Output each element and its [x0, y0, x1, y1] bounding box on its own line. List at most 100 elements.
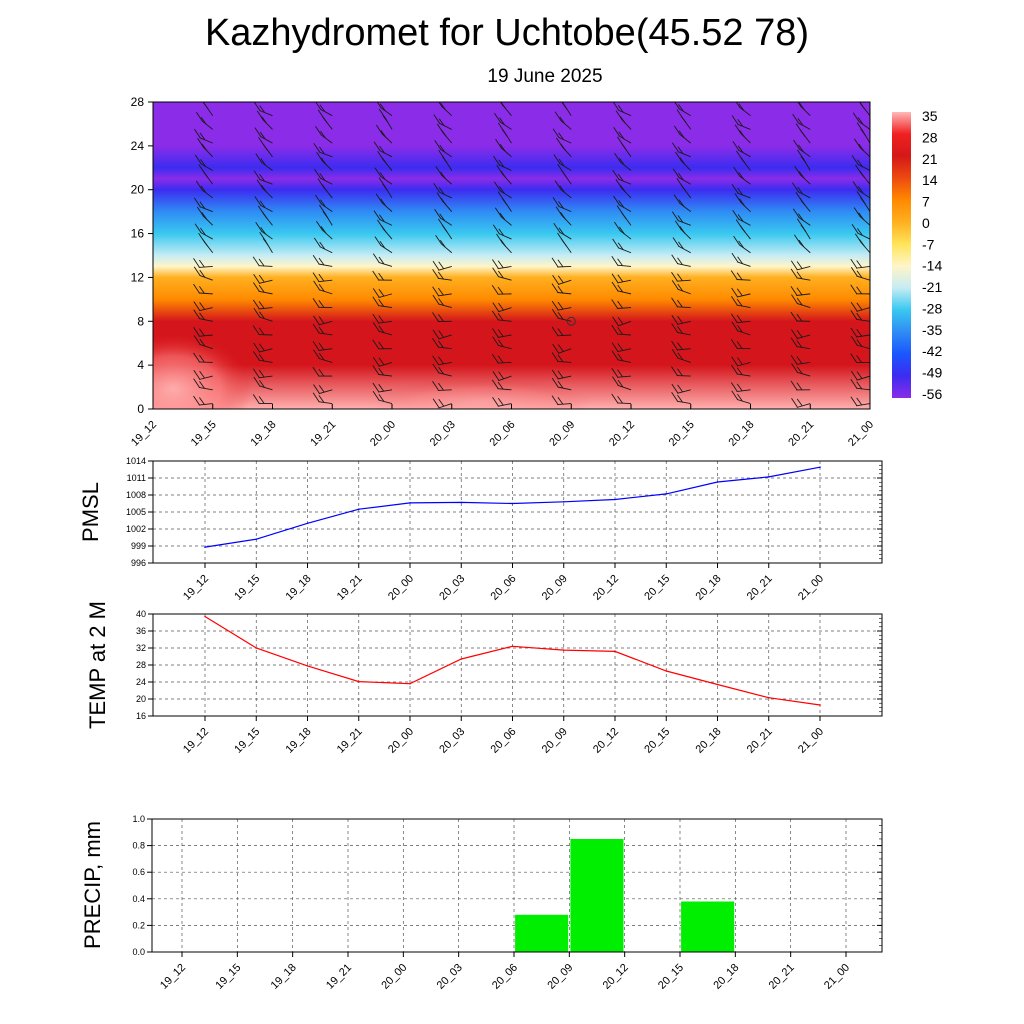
- wind-barb-feather: [554, 180, 562, 190]
- wind-barb-feather: [674, 102, 680, 110]
- wind-barb: [557, 292, 572, 295]
- wind-barb-feather: [860, 197, 866, 205]
- wind-barb: [677, 263, 691, 267]
- wind-barb-feather: [193, 335, 201, 345]
- wind-barb-feather: [433, 114, 441, 124]
- wind-barb-feather: [194, 154, 202, 165]
- wind-barb: [797, 122, 811, 130]
- wind-barb-feather: [260, 158, 267, 166]
- wind-barb-feather: [737, 145, 744, 153]
- wind-barb-feather: [857, 185, 864, 194]
- wind-barb-feather: [856, 339, 863, 347]
- wind-barb-feather: [611, 299, 619, 309]
- wind-barb: [736, 320, 751, 324]
- wind-barb-feather: [732, 209, 740, 220]
- wind-barb-feather: [378, 383, 385, 392]
- wind-barb: [319, 246, 333, 254]
- wind-barb-feather: [790, 354, 798, 365]
- wind-barb: [856, 307, 870, 312]
- wind-barb: [616, 307, 632, 309]
- y-tick-label: 0.4: [132, 894, 145, 904]
- calm-marker: [566, 316, 576, 326]
- wind-barb: [558, 231, 572, 240]
- wind-barb-feather: [199, 328, 205, 337]
- wind-barb-feather: [853, 138, 861, 149]
- wind-barb-feather: [677, 368, 683, 377]
- wind-barb-feather: [551, 326, 559, 336]
- wind-barb-feather: [850, 335, 858, 346]
- wind-barb: [799, 105, 811, 117]
- wind-barb-feather: [261, 116, 267, 124]
- wind-barb-feather: [856, 328, 863, 337]
- wind-barb-feather: [492, 302, 500, 312]
- wind-barb-feather: [796, 271, 803, 279]
- data-point: [768, 476, 770, 478]
- wind-barb: [321, 229, 333, 240]
- wind-barb-feather: [493, 155, 500, 166]
- wind-barb-feather: [435, 166, 443, 176]
- wind-barb-feather: [312, 254, 320, 265]
- wind-barb: [200, 163, 213, 171]
- wind-barb: [153, 266, 154, 267]
- wind-barb: [856, 318, 870, 322]
- wind-barb-feather: [680, 183, 687, 192]
- wind-barb-feather: [497, 286, 504, 295]
- wind-barb-feather: [256, 179, 264, 189]
- wind-barb-feather: [737, 187, 743, 196]
- wind-barb-feather: [618, 131, 625, 140]
- wind-barb: [739, 106, 751, 117]
- wind-barb-feather: [617, 379, 624, 388]
- wind-barb-feather: [199, 201, 206, 209]
- wind-barb-feather: [379, 240, 386, 249]
- wind-barb-feather: [557, 380, 564, 389]
- colorbar-label: 0: [922, 215, 930, 231]
- plot-frame: [151, 818, 883, 953]
- y-tick-label: 28: [131, 95, 145, 109]
- wind-barb-feather: [134, 337, 140, 346]
- wind-barb: [738, 175, 751, 185]
- wind-barb: [439, 217, 452, 226]
- plot-frame: [152, 613, 883, 717]
- wind-barb: [619, 230, 632, 240]
- wind-barb-feather: [500, 170, 507, 179]
- wind-barb-feather: [260, 226, 267, 235]
- y-tick-label: 16: [136, 711, 146, 721]
- wind-barb-feather: [737, 325, 743, 333]
- wind-barb: [258, 385, 273, 391]
- wind-barb-feather: [736, 341, 743, 349]
- x-tick-label: 20_00: [379, 962, 409, 992]
- wind-barb-feather: [790, 268, 798, 279]
- wind-barb: [557, 386, 572, 391]
- wind-barb: [378, 305, 393, 309]
- wind-barb-feather: [200, 159, 206, 167]
- wind-barb: [738, 244, 751, 254]
- wind-barb: [198, 266, 213, 268]
- wind-barb-feather: [492, 267, 499, 278]
- wind-barb: [262, 187, 273, 199]
- wind-barb-feather: [258, 396, 265, 404]
- wind-barb-feather: [253, 307, 261, 318]
- x-tick-label: 19_18: [269, 962, 299, 992]
- wind-barb-feather: [850, 258, 858, 269]
- wind-barb-feather: [677, 273, 683, 282]
- x-tick-label: 20_12: [591, 726, 621, 756]
- wind-barb-feather: [252, 256, 260, 267]
- data-point: [204, 546, 206, 548]
- wind-barb: [198, 318, 213, 322]
- wind-barb-feather: [792, 182, 799, 193]
- wind-barb-feather: [193, 197, 201, 208]
- wind-barb: [617, 375, 632, 378]
- y-tick-label: 0.0: [132, 947, 145, 957]
- wind-barb-feather: [501, 197, 508, 205]
- wind-barb-feather: [790, 337, 798, 347]
- wind-barb: [437, 293, 452, 297]
- wind-barb-feather: [672, 142, 679, 153]
- wind-barb: [857, 163, 870, 171]
- wind-barb-feather: [612, 102, 620, 111]
- y-tick-label: 20: [136, 694, 146, 704]
- wind-barb-feather: [374, 236, 382, 246]
- wind-barb-feather: [612, 376, 619, 386]
- wind-barb-feather: [137, 208, 143, 217]
- wind-barb-feather: [672, 237, 680, 247]
